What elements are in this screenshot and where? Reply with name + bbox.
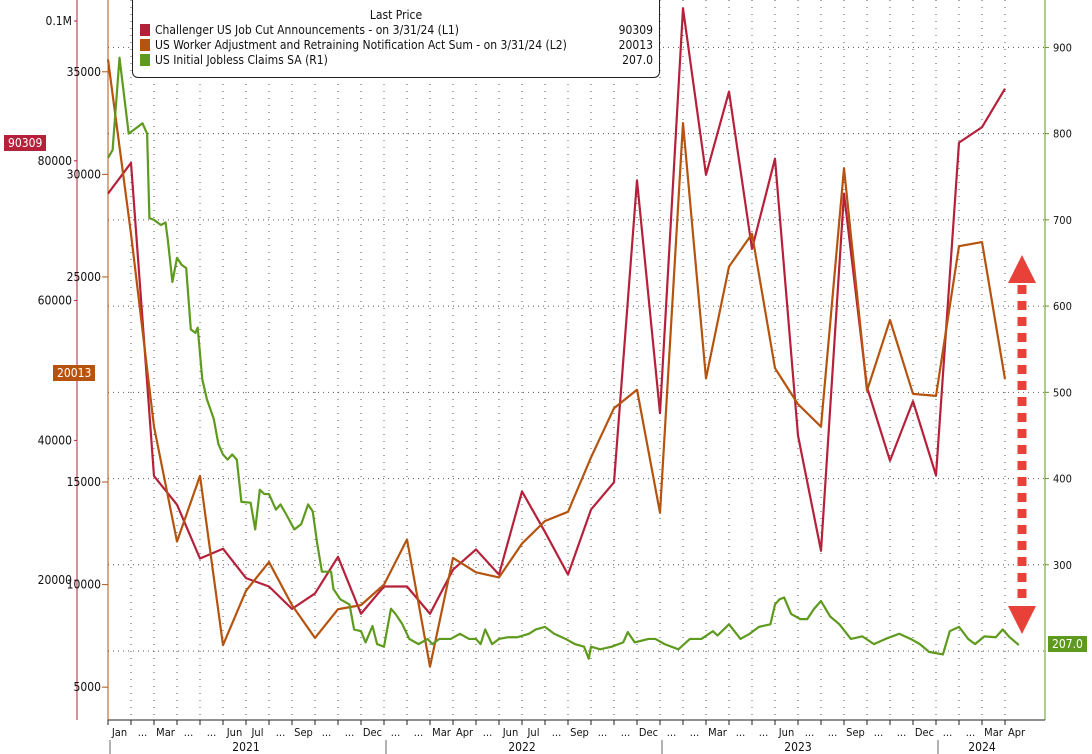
axis-x-month-label: ... bbox=[690, 726, 699, 739]
legend: Last Price Challenger US Job Cut Announc… bbox=[132, 0, 660, 78]
axis-x-month-label: Apr bbox=[456, 726, 474, 739]
axis-l2-tick-label: 10000 bbox=[67, 578, 101, 592]
axis-x-month-label: Jun bbox=[778, 726, 794, 739]
axis-x-month-label: ... bbox=[207, 726, 216, 739]
legend-item-l2: US Worker Adjustment and Retraining Noti… bbox=[133, 37, 659, 52]
axis-x-month-label: Jul bbox=[251, 726, 264, 739]
axis-l1-tick-label: 40000 bbox=[38, 433, 72, 447]
axis-x-month-label: ... bbox=[874, 726, 883, 739]
axis-x-month-label: Dec bbox=[915, 726, 934, 739]
axis-x-month-label: ... bbox=[805, 726, 814, 739]
legend-item-l1: Challenger US Job Cut Announcements - on… bbox=[133, 22, 659, 37]
axis-l2-tick-label: 30000 bbox=[67, 167, 101, 181]
arrow-down-icon bbox=[1008, 606, 1036, 634]
axis-x-month-label: ... bbox=[483, 726, 492, 739]
axis-x-month-label: Dec bbox=[639, 726, 658, 739]
legend-item-r1: US Initial Jobless Claims SA (R1) 207.0 bbox=[133, 52, 659, 67]
axis-x-year-label: 2022 bbox=[508, 740, 535, 754]
legend-value: 20013 bbox=[618, 37, 653, 52]
axis-l1-tick-label: 80000 bbox=[38, 154, 72, 168]
legend-swatch bbox=[140, 38, 150, 51]
axis-x-month-label: Jun bbox=[226, 726, 242, 739]
axis-r1-tick-label: 500 bbox=[1053, 386, 1072, 399]
series-line-l1 bbox=[107, 7, 1006, 615]
axis-l1-tick-label: 60000 bbox=[38, 294, 72, 308]
axis-x-month-label: Mar bbox=[432, 726, 452, 739]
axis-l1-tick-label: 20000 bbox=[38, 573, 72, 587]
axis-r1-tick-label: 900 bbox=[1053, 41, 1072, 54]
axis-x-month-label: Sep bbox=[846, 726, 865, 739]
axis-x-month-label: ... bbox=[598, 726, 607, 739]
axis-x-month-label: ... bbox=[414, 726, 423, 739]
axis-l2-tick-label: 15000 bbox=[67, 475, 101, 489]
axis-x-month-label: ... bbox=[759, 726, 768, 739]
axis-x-month-label: ... bbox=[322, 726, 331, 739]
axis-x-month-label: ... bbox=[736, 726, 745, 739]
axis-x-year-label: 2021 bbox=[232, 740, 259, 754]
axis-r1-tick-label: 400 bbox=[1053, 473, 1072, 486]
axis-x-month-label: ... bbox=[667, 726, 676, 739]
axis-x-month-label: Apr bbox=[1008, 726, 1026, 739]
legend-swatch bbox=[140, 23, 150, 36]
axis-x-month-label: ... bbox=[897, 726, 906, 739]
last-value-badge-l1: 90309 bbox=[4, 135, 47, 151]
axis-x-year-label: 2024 bbox=[968, 740, 996, 754]
legend-value: 90309 bbox=[618, 22, 653, 37]
arrow-up-icon bbox=[1008, 255, 1036, 283]
axis-l2-tick-label: 25000 bbox=[67, 270, 101, 284]
legend-title: Last Price bbox=[369, 8, 423, 22]
axis-x-month-label: ... bbox=[391, 726, 400, 739]
axis-x-month-label: Dec bbox=[363, 726, 382, 739]
axis-r1-tick-label: 800 bbox=[1053, 128, 1072, 141]
axis-l2-tick-label: 35000 bbox=[67, 65, 101, 79]
axis-x-month-label: Sep bbox=[570, 726, 589, 739]
axis-x-month-label: ... bbox=[828, 726, 837, 739]
axis-x-month-label: Mar bbox=[156, 726, 176, 739]
legend-label: US Worker Adjustment and Retraining Noti… bbox=[155, 37, 567, 52]
axis-x-month-label: ... bbox=[184, 726, 193, 739]
axis-x-month-label: ... bbox=[943, 726, 952, 739]
axis-x-month-label: Mar bbox=[984, 726, 1004, 739]
axis-x-month-label: ... bbox=[966, 726, 975, 739]
axis-x-month-label: ... bbox=[621, 726, 630, 739]
axis-x-month-label: ... bbox=[276, 726, 285, 739]
axis-x-month-label: ... bbox=[345, 726, 354, 739]
last-value-badge-r1: 207.0 bbox=[1048, 636, 1087, 652]
last-value-badge-l2: 20013 bbox=[53, 365, 96, 381]
axis-x-month-label: Mar bbox=[708, 726, 728, 739]
axis-x-year-label: 2023 bbox=[784, 740, 811, 754]
axis-r1-tick-label: 300 bbox=[1053, 559, 1072, 572]
legend-value: 207.0 bbox=[622, 52, 653, 67]
axis-x-month-label: Jun bbox=[502, 726, 518, 739]
axis-x-month-label: ... bbox=[138, 726, 147, 739]
axis-l2-tick-label: 5000 bbox=[74, 680, 102, 694]
axis-l1-tick-label: 0.1M bbox=[46, 14, 72, 28]
axis-r1-tick-label: 600 bbox=[1053, 300, 1072, 313]
axis-x-month-label: Sep bbox=[294, 726, 313, 739]
series-line-l2 bbox=[106, 59, 1007, 668]
legend-label: US Initial Jobless Claims SA (R1) bbox=[155, 52, 328, 67]
axis-x-month-label: Jul bbox=[527, 726, 540, 739]
legend-label: Challenger US Job Cut Announcements - on… bbox=[155, 22, 459, 37]
axis-x-month-label: ... bbox=[552, 726, 561, 739]
legend-swatch bbox=[140, 53, 150, 66]
series-line-r1 bbox=[107, 56, 1020, 660]
axis-r1-tick-label: 700 bbox=[1053, 214, 1072, 227]
axis-x-month-label: Jan bbox=[111, 726, 127, 739]
